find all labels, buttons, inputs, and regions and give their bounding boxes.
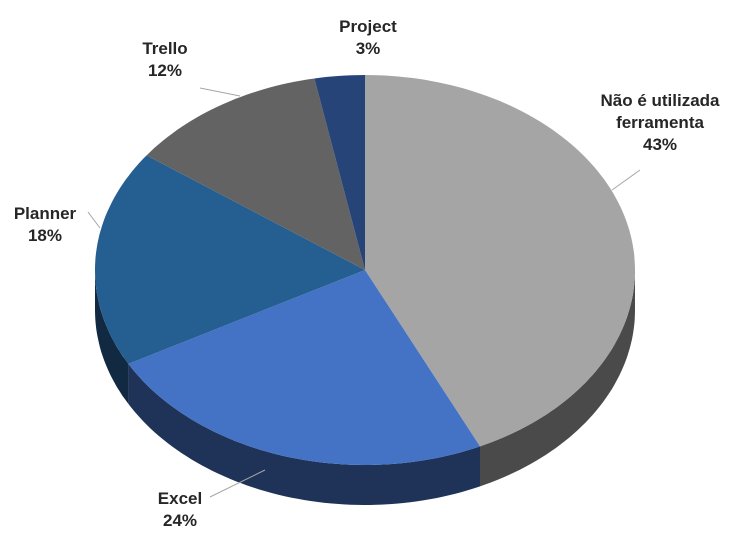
value-label: 43% (642, 135, 678, 154)
data-label: Trello 12% (142, 38, 187, 82)
leader-line (87, 211, 101, 229)
slice-side (95, 270, 129, 404)
category-label: Não é utilizada ferramenta (600, 91, 720, 132)
value-label: 18% (27, 226, 63, 245)
data-label: Project 3% (339, 16, 397, 60)
slice (95, 155, 365, 364)
category-label: Trello (142, 39, 188, 58)
slice-side (480, 270, 635, 487)
data-label: Não é utilizada ferramenta 43% (585, 90, 735, 156)
slice (146, 78, 365, 270)
leader-line (611, 169, 641, 191)
value-label: 3% (355, 39, 381, 58)
data-label: Excel 24% (158, 488, 202, 532)
value-label: 12% (147, 61, 183, 80)
leader-line (209, 469, 266, 498)
slice (128, 270, 480, 465)
slice (314, 75, 365, 270)
category-label: Excel (157, 489, 203, 508)
category-label: Planner (13, 204, 77, 223)
slice (365, 75, 635, 447)
value-label: 24% (162, 511, 198, 530)
leader-line (199, 87, 241, 97)
data-label: Planner 18% (14, 203, 76, 247)
category-label: Project (339, 17, 397, 36)
slice-side (128, 363, 480, 505)
